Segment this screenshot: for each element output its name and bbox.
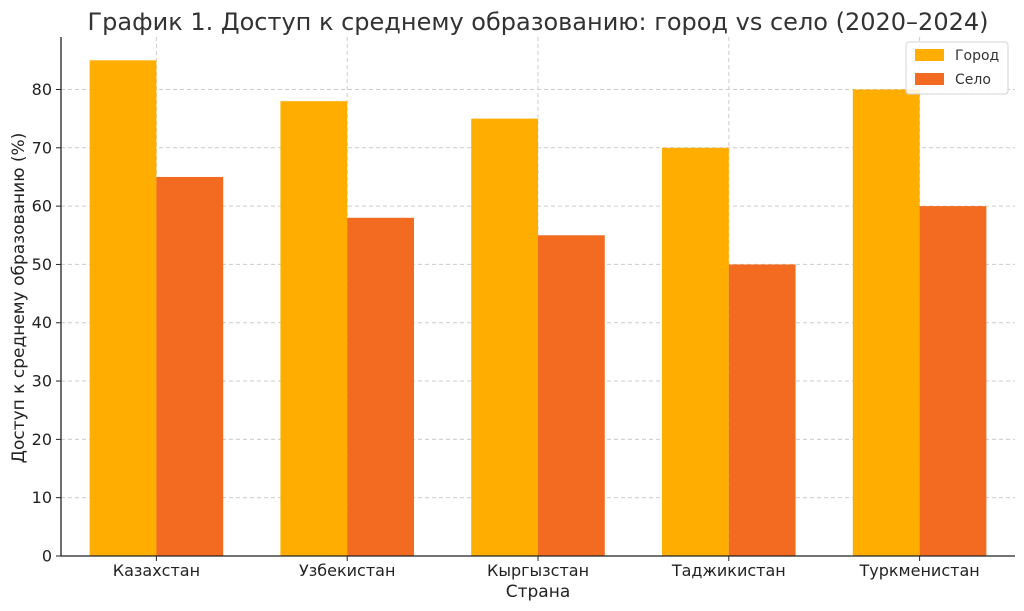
bar-city — [89, 60, 157, 557]
legend: Город Село — [905, 41, 1009, 95]
bar-village — [728, 264, 796, 556]
x-tick-label: Туркменистан — [858, 561, 979, 580]
chart-title: График 1. Доступ к среднему образованию:… — [88, 8, 989, 36]
y-tick-label: 80 — [32, 80, 52, 99]
x-tick-label: Кыргызстан — [487, 561, 589, 580]
bar-village — [347, 217, 414, 557]
y-axis-label: Доступ к среднему образованию (%) — [9, 133, 29, 464]
x-tick-label: Таджикистан — [671, 561, 786, 580]
bar-village — [919, 206, 987, 556]
y-tick-label: 0 — [42, 547, 52, 566]
bar-city — [852, 89, 920, 556]
y-tick-label: 20 — [32, 430, 52, 449]
x-tick-label: Узбекистан — [299, 561, 395, 580]
y-ticks: 0 10 20 30 40 50 60 70 80 — [32, 80, 61, 566]
legend-swatch-village — [915, 73, 944, 85]
bar-village — [156, 176, 224, 556]
y-tick-label: 40 — [32, 313, 52, 332]
y-tick-label: 60 — [32, 197, 52, 216]
y-tick-label: 50 — [32, 255, 52, 274]
x-axis-label: Страна — [506, 582, 571, 602]
bar-city — [471, 118, 538, 557]
x-tick-label: Казахстан — [113, 561, 200, 580]
legend-label-village: Село — [955, 72, 991, 88]
legend-swatch-city — [915, 49, 944, 61]
bar-city — [662, 147, 729, 556]
legend-label-city: Город — [955, 48, 999, 64]
bar-city — [280, 101, 348, 557]
y-tick-label: 30 — [32, 372, 52, 391]
x-ticks: Казахстан Узбекистан Кыргызстан Таджикистан… — [113, 556, 980, 580]
y-tick-label: 10 — [32, 488, 52, 507]
y-tick-label: 70 — [32, 138, 52, 157]
bars — [89, 60, 987, 557]
bar-village — [538, 235, 605, 557]
